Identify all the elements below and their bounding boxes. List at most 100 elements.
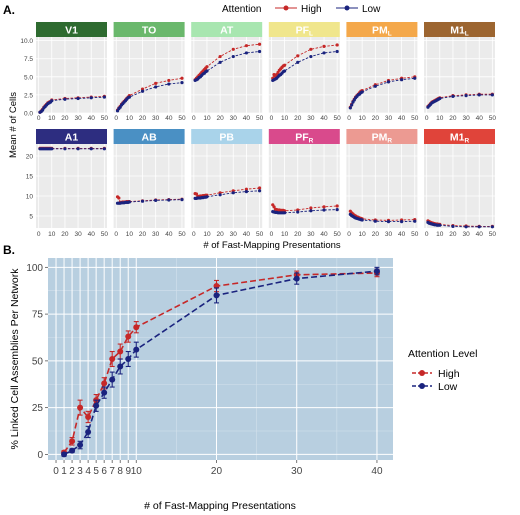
facet-x-tick-label: 30 (74, 115, 82, 122)
facet-x-tick-label: 0 (347, 115, 351, 122)
panel-b-point-low (373, 268, 380, 275)
facet-x-tick-label: 40 (398, 231, 406, 238)
top-legend-low-label: Low (362, 4, 381, 15)
facet-point-high (167, 78, 171, 83)
facet-y-tick-label: 5.0 (24, 74, 33, 81)
facet-title: V1 (65, 25, 78, 37)
facet-x-tick-label: 0 (114, 115, 118, 122)
facet-point-low (451, 224, 455, 228)
facet-point-low (386, 220, 391, 224)
facet-point-low (50, 99, 54, 103)
facet-x-tick-label: 10 (48, 115, 56, 122)
facet-x-tick-label: 20 (294, 231, 302, 238)
facet-point-low (438, 223, 442, 227)
facet-strip (424, 129, 495, 144)
facet-point-high (205, 65, 209, 69)
facet-x-tick-label: 10 (359, 231, 367, 238)
facet-x-tick-label: 20 (217, 115, 225, 122)
facet-point-low (218, 193, 222, 197)
panel-label-a: A. (3, 3, 15, 17)
panel-b-x-tick-label: 30 (291, 466, 303, 477)
top-legend: Attention High Low (222, 4, 381, 15)
panel-b-point-high (77, 404, 84, 411)
facet-point-low (102, 147, 106, 151)
facet-y-tick-label: 5 (29, 214, 33, 221)
facet-x-tick-label: 10 (126, 115, 134, 122)
facet-point-high (180, 76, 184, 80)
facet-x-tick-label: 50 (101, 231, 109, 238)
facet-point-low (322, 51, 326, 55)
panel-b-legend-low-dot (419, 383, 425, 389)
panel-b-point-low (93, 402, 100, 409)
facet-x-tick-label: 30 (74, 231, 82, 238)
panel-b-y-tick-label: 75 (32, 310, 44, 321)
facet-x-tick-label: 0 (37, 115, 41, 122)
facet-x-tick-label: 0 (37, 231, 41, 238)
facet-x-tick-label: 0 (192, 115, 196, 122)
facet-point-low (373, 84, 377, 88)
facet-y-tick-label: 15 (26, 174, 34, 181)
facet-x-tick-label: 50 (178, 115, 186, 122)
facet-x-tick-label: 50 (489, 115, 497, 122)
facet-x-tick-label: 40 (88, 231, 96, 238)
facet-point-low (413, 76, 417, 80)
facet-title-sub: R (464, 138, 469, 145)
facet-x-tick-label: 50 (101, 115, 109, 122)
facet-y-tick-label: 0.0 (24, 111, 33, 118)
facet-x-tick-label: 50 (489, 231, 497, 238)
facet-point-low (63, 147, 67, 151)
facet-x-tick-label: 40 (476, 115, 484, 122)
facet-strip (424, 22, 495, 37)
facet-plot-area (346, 144, 418, 228)
facet-pm-l: PML 0 10 20 30 40 50 (346, 22, 419, 122)
panel-b-legend-high-label: High (438, 368, 460, 380)
panel-b-point-low (117, 363, 124, 370)
facet-x-tick-label: 40 (88, 115, 96, 122)
facet-point-low (89, 96, 93, 100)
facet-x-tick-label: 30 (385, 231, 393, 238)
facet-x-tick-label: 0 (114, 231, 118, 238)
facet-strip (113, 129, 185, 144)
facet-point-low (76, 147, 80, 151)
panel-b-legend-title: Attention Level (408, 348, 477, 360)
facet-strip (36, 129, 107, 144)
facet-point-high (218, 54, 222, 59)
facet-y-axis-title: Mean # of Cells (8, 92, 19, 158)
facet-title: AB (142, 132, 158, 144)
facet-to: TO 0 10 20 30 40 50 (113, 22, 186, 122)
facet-x-tick-label: 0 (425, 115, 429, 122)
facet-x-tick-label: 30 (152, 115, 160, 122)
panel-b-y-tick-label: 50 (32, 356, 44, 367)
facet-ab: AB 0 10 20 30 40 50 (113, 129, 186, 238)
facet-point-low (373, 219, 377, 223)
facet-x-tick-label: 50 (334, 231, 342, 238)
facet-point-low (244, 51, 249, 55)
panel-b-point-low (61, 451, 68, 458)
facet-strip (346, 22, 418, 37)
panel-b-point-low (125, 356, 132, 362)
panel-b-point-high (117, 348, 124, 355)
facet-point-low (490, 225, 494, 229)
facet-point-low (464, 225, 468, 229)
facet-point-low (350, 103, 354, 107)
panel-b-point-high (101, 380, 108, 387)
facet-point-low (322, 208, 326, 212)
facet-point-high (309, 206, 313, 210)
top-legend-high-swatch-dot (283, 5, 289, 11)
panel-b-legend-high-dot (419, 370, 425, 376)
facet-point-low (335, 208, 339, 212)
facet-x-tick-label: 20 (139, 231, 147, 238)
facet-plot-area (424, 144, 495, 228)
facet-point-low (477, 93, 481, 97)
facet-pb: PB 0 10 20 30 40 50 (191, 129, 264, 238)
facet-x-tick-label: 10 (48, 231, 56, 238)
facet-x-tick-label: 10 (203, 231, 211, 238)
facet-title: M1L (450, 25, 469, 38)
facet-point-low (386, 80, 391, 84)
facet-x-tick-label: 20 (217, 231, 225, 238)
panel-b-point-high (125, 333, 132, 340)
panel-b-plot-area (48, 258, 393, 460)
facet-x-tick-label: 50 (178, 231, 186, 238)
facet-point-low (244, 190, 249, 194)
